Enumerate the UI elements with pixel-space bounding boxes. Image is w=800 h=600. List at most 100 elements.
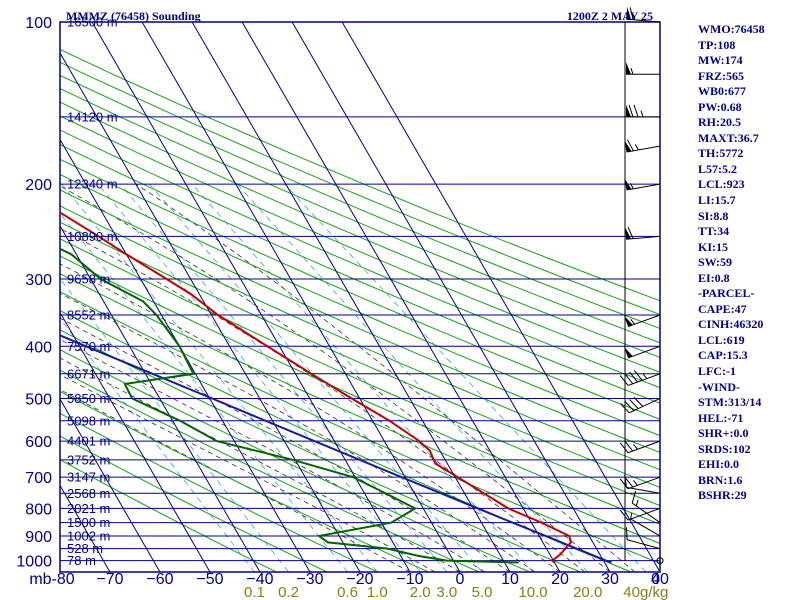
dewpoint-line [60,247,519,564]
index-item: -PARCEL- [698,286,755,301]
moist-adiabat-line [60,317,511,572]
height-label: 3752 m [67,452,110,467]
index-item: EI:0.8 [698,270,730,285]
dry-adiabat-line [60,221,660,488]
pressure-tick-labels: 100 200 300 400 500 600 700 800 900 1000 [16,15,52,571]
moist-adiabat-line [60,339,486,572]
index-item: STM:313/14 [698,395,762,410]
wind-barb [624,474,661,494]
wind-barb [619,440,661,454]
mixing-ratio-line [236,183,588,572]
isotherm-line [291,22,611,572]
index-item: SI:8.8 [698,208,729,223]
index-item: LCL:923 [698,177,745,192]
moist-adiabat-line [60,389,411,572]
wind-barb [625,226,661,240]
height-label: 12340 m [67,177,118,192]
pressure-tick-label: 100 [25,15,52,32]
dry-adiabat-line [60,189,660,454]
dry-adiabat-line [60,390,429,572]
temperature-tick-label: 0 [456,571,465,588]
mixing-ratio-tick-label: 0.2 [278,584,299,600]
height-label: 4401 m [67,434,110,449]
height-label: 3147 m [67,470,110,485]
parcel-path-line [60,334,612,564]
sounding-time: 1200Z 2 MAY 25 [567,9,653,23]
mixing-ratio-tick-label: 2.0 [410,584,431,600]
mixing-ratio-tick-label: 1.0 [367,584,388,600]
temperature-tick-label: 20 [551,571,569,588]
dry-adiabat-line [60,129,660,389]
index-item: SHR+:0.0 [698,426,749,441]
wind-barb [624,178,661,191]
dry-adiabat-line [60,158,660,420]
wind-profile [619,7,664,565]
dry-adiabat-line [60,143,660,404]
isotherm-line [60,397,161,572]
isotherm-line [0,22,10,572]
pressure-tick-label: 700 [25,470,52,487]
isotherm-line [60,311,211,572]
isotherm-line [91,22,411,572]
wind-barb [626,62,660,75]
index-item: MW:174 [698,53,743,68]
index-item: BRN:1.6 [698,472,743,487]
height-label: 8552 m [67,308,110,323]
temperature-tick-label: −20 [346,571,373,588]
mixing-ratio-line [60,278,289,572]
height-label: 6671 m [67,366,110,381]
moist-adiabat-line [60,292,536,572]
index-item: CAP:15.3 [698,348,748,363]
height-labels: 16500 m 14120 m 12340 m 10890 m 9658 m 8552 m… [67,15,118,569]
temperature-tick-label: 10 [501,571,519,588]
isotherm-line [60,51,361,572]
mixing-ratio-line [191,183,534,572]
mixing-ratio-tick-labels: 0.1 0.2 0.6 1.0 2.0 3.0 5.0 10.0 20.0 40g/kg [244,584,668,600]
mixing-ratio-line [284,183,647,572]
temperature-tick-labels: mb-80 −70 −60 −50 −40 −30 −20 −10 0 10 20 30 400 [29,571,669,588]
wind-barb [623,314,661,328]
index-item: KI:15 [698,239,728,254]
mixing-ratio-tick-label: 20.0 [573,584,602,600]
dry-adiabat-line [60,74,660,330]
wind-barb [626,7,661,23]
wind-barb [630,512,661,537]
height-label: 7570 m [67,339,110,354]
dry-adiabat-line [60,48,660,302]
isotherm-line [60,224,261,572]
temperature-tick-label: mb-80 [29,571,74,588]
index-item: -WIND- [698,379,740,394]
plot-frame [59,21,661,573]
temperature-tick-label: −30 [296,571,323,588]
index-item: SW:59 [698,255,733,270]
temperature-tick-label: 30 [601,571,619,588]
index-item: EHI:0.0 [698,457,740,472]
index-item: BSHR:29 [698,488,747,503]
pressure-tick-label: 800 [25,501,52,518]
mixing-ratio-tick-label: 5.0 [472,584,493,600]
index-item: LFC:-1 [698,364,736,379]
wind-barb [619,370,661,386]
pressure-tick-label: 600 [25,434,52,451]
pressure-tick-label: 500 [25,391,52,408]
index-item: RH:20.5 [698,115,741,130]
dry-adiabat-line [60,238,660,507]
dry-adiabat-line [60,101,660,358]
index-item: CAPE:47 [698,301,747,316]
moist-adiabat-line [135,183,636,572]
isotherm-line [60,571,61,572]
dry-adiabat-line [60,459,277,572]
height-label: 2568 m [67,486,110,501]
temperature-tick-label: −10 [396,571,423,588]
temperature-tick-label: −40 [246,571,273,588]
isotherm-line [60,138,311,572]
profiles [60,211,612,564]
height-label: 5098 m [67,413,110,428]
dry-adiabat-line [60,173,660,437]
isotherm-line [241,22,561,572]
index-item: TT:34 [698,224,730,239]
height-label: 10890 m [67,229,118,244]
height-label: 78 m [67,553,96,568]
dry-adiabat-line [60,61,660,316]
